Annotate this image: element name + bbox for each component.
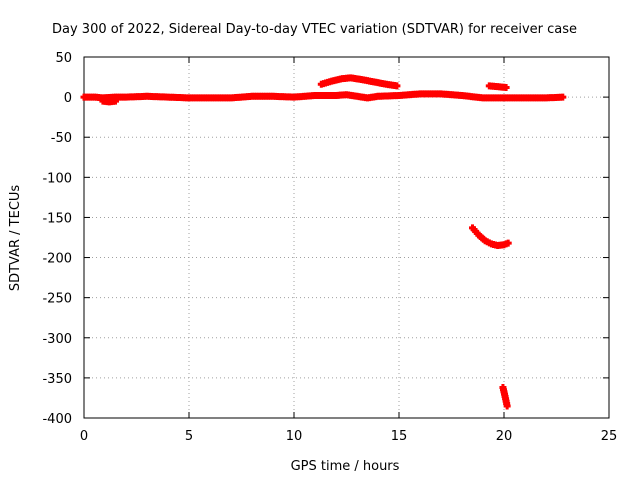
y-tick-label: -50 — [51, 131, 72, 146]
grid-lines — [84, 57, 609, 418]
series-arc-11-15h — [317, 74, 401, 90]
data-point — [504, 239, 512, 247]
x-tick-label: 0 — [80, 429, 88, 444]
data-point — [503, 402, 511, 410]
series-drop-near-20h — [499, 384, 511, 410]
chart-title: Day 300 of 2022, Sidereal Day-to-day VTE… — [52, 22, 577, 37]
series-drop-near-19h — [469, 224, 512, 250]
data-point — [393, 82, 401, 90]
y-tick-label: 0 — [64, 91, 72, 106]
y-axis-label: SDTVAR / TECUs — [8, 185, 23, 292]
y-tick-label: -300 — [42, 332, 72, 347]
data-series — [80, 74, 567, 410]
x-tick-label: 5 — [185, 429, 193, 444]
plot-area-frame — [83, 56, 610, 419]
y-tick-label: -350 — [42, 372, 72, 387]
y-tick-label: -400 — [42, 412, 72, 427]
x-axis-label: GPS time / hours — [291, 459, 400, 474]
x-tick-label: 20 — [496, 429, 513, 444]
series-segment-19-20h — [485, 82, 510, 91]
data-point — [502, 83, 510, 91]
x-tick-label: 15 — [391, 429, 408, 444]
x-tick-label: 25 — [601, 429, 618, 444]
data-point — [112, 97, 119, 105]
y-tick-label: -250 — [42, 292, 72, 307]
data-point — [559, 93, 567, 101]
series-block-near-1h — [99, 97, 119, 106]
y-axis-tick-labels: 50 0 -50 -100 -150 -200 -250 -300 -350 -400 — [42, 51, 72, 427]
y-tick-label: -150 — [42, 211, 72, 226]
axis-ticks — [83, 56, 610, 419]
y-tick-label: 50 — [55, 51, 72, 66]
y-tick-label: -200 — [42, 252, 72, 267]
x-tick-label: 10 — [286, 429, 303, 444]
y-tick-label: -100 — [42, 171, 72, 186]
series-main-baseline — [80, 90, 567, 102]
x-axis-tick-labels: 0 5 10 15 20 25 — [80, 429, 617, 444]
